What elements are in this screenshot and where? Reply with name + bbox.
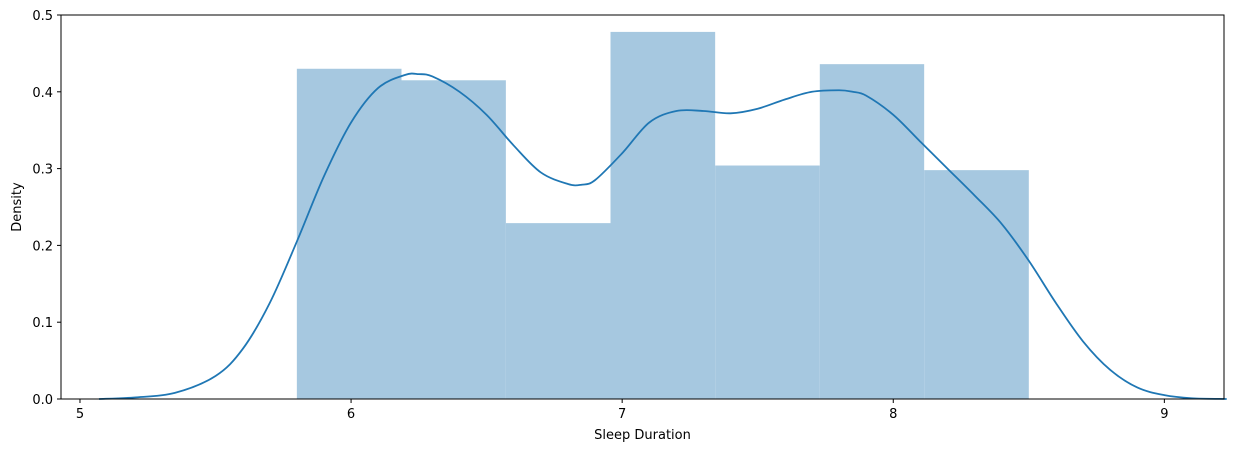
- histogram-bars: [296, 31, 1029, 400]
- y-tick-label: 0.3: [32, 163, 53, 178]
- histogram-bar: [401, 80, 506, 399]
- plot-frame: [60, 14, 1225, 400]
- x-axis-label: Sleep Duration: [594, 428, 691, 443]
- histogram-bar: [715, 165, 820, 399]
- x-tick-label: 7: [618, 407, 626, 422]
- histogram-bar: [819, 64, 925, 399]
- histogram-bar: [296, 68, 402, 399]
- histogram-bar: [505, 223, 611, 399]
- y-tick-label: 0.1: [32, 316, 53, 331]
- x-axis-ticks: 5 6 7 8 9: [76, 399, 1168, 422]
- histogram-bar: [610, 31, 716, 400]
- histogram-bar: [924, 170, 1029, 399]
- y-tick-label: 0.4: [32, 86, 53, 101]
- y-axis-ticks: 0.0 0.1 0.2 0.3 0.4 0.5: [32, 9, 61, 408]
- y-tick-label: 0.5: [32, 9, 53, 24]
- kde-curve: [98, 72, 1227, 400]
- x-tick-label: 9: [1160, 407, 1168, 422]
- x-tick-label: 5: [76, 407, 84, 422]
- x-tick-label: 6: [347, 407, 355, 422]
- y-tick-label: 0.0: [32, 393, 53, 408]
- y-axis-label: Density: [10, 182, 25, 232]
- x-tick-label: 8: [889, 407, 897, 422]
- y-tick-label: 0.2: [32, 239, 53, 254]
